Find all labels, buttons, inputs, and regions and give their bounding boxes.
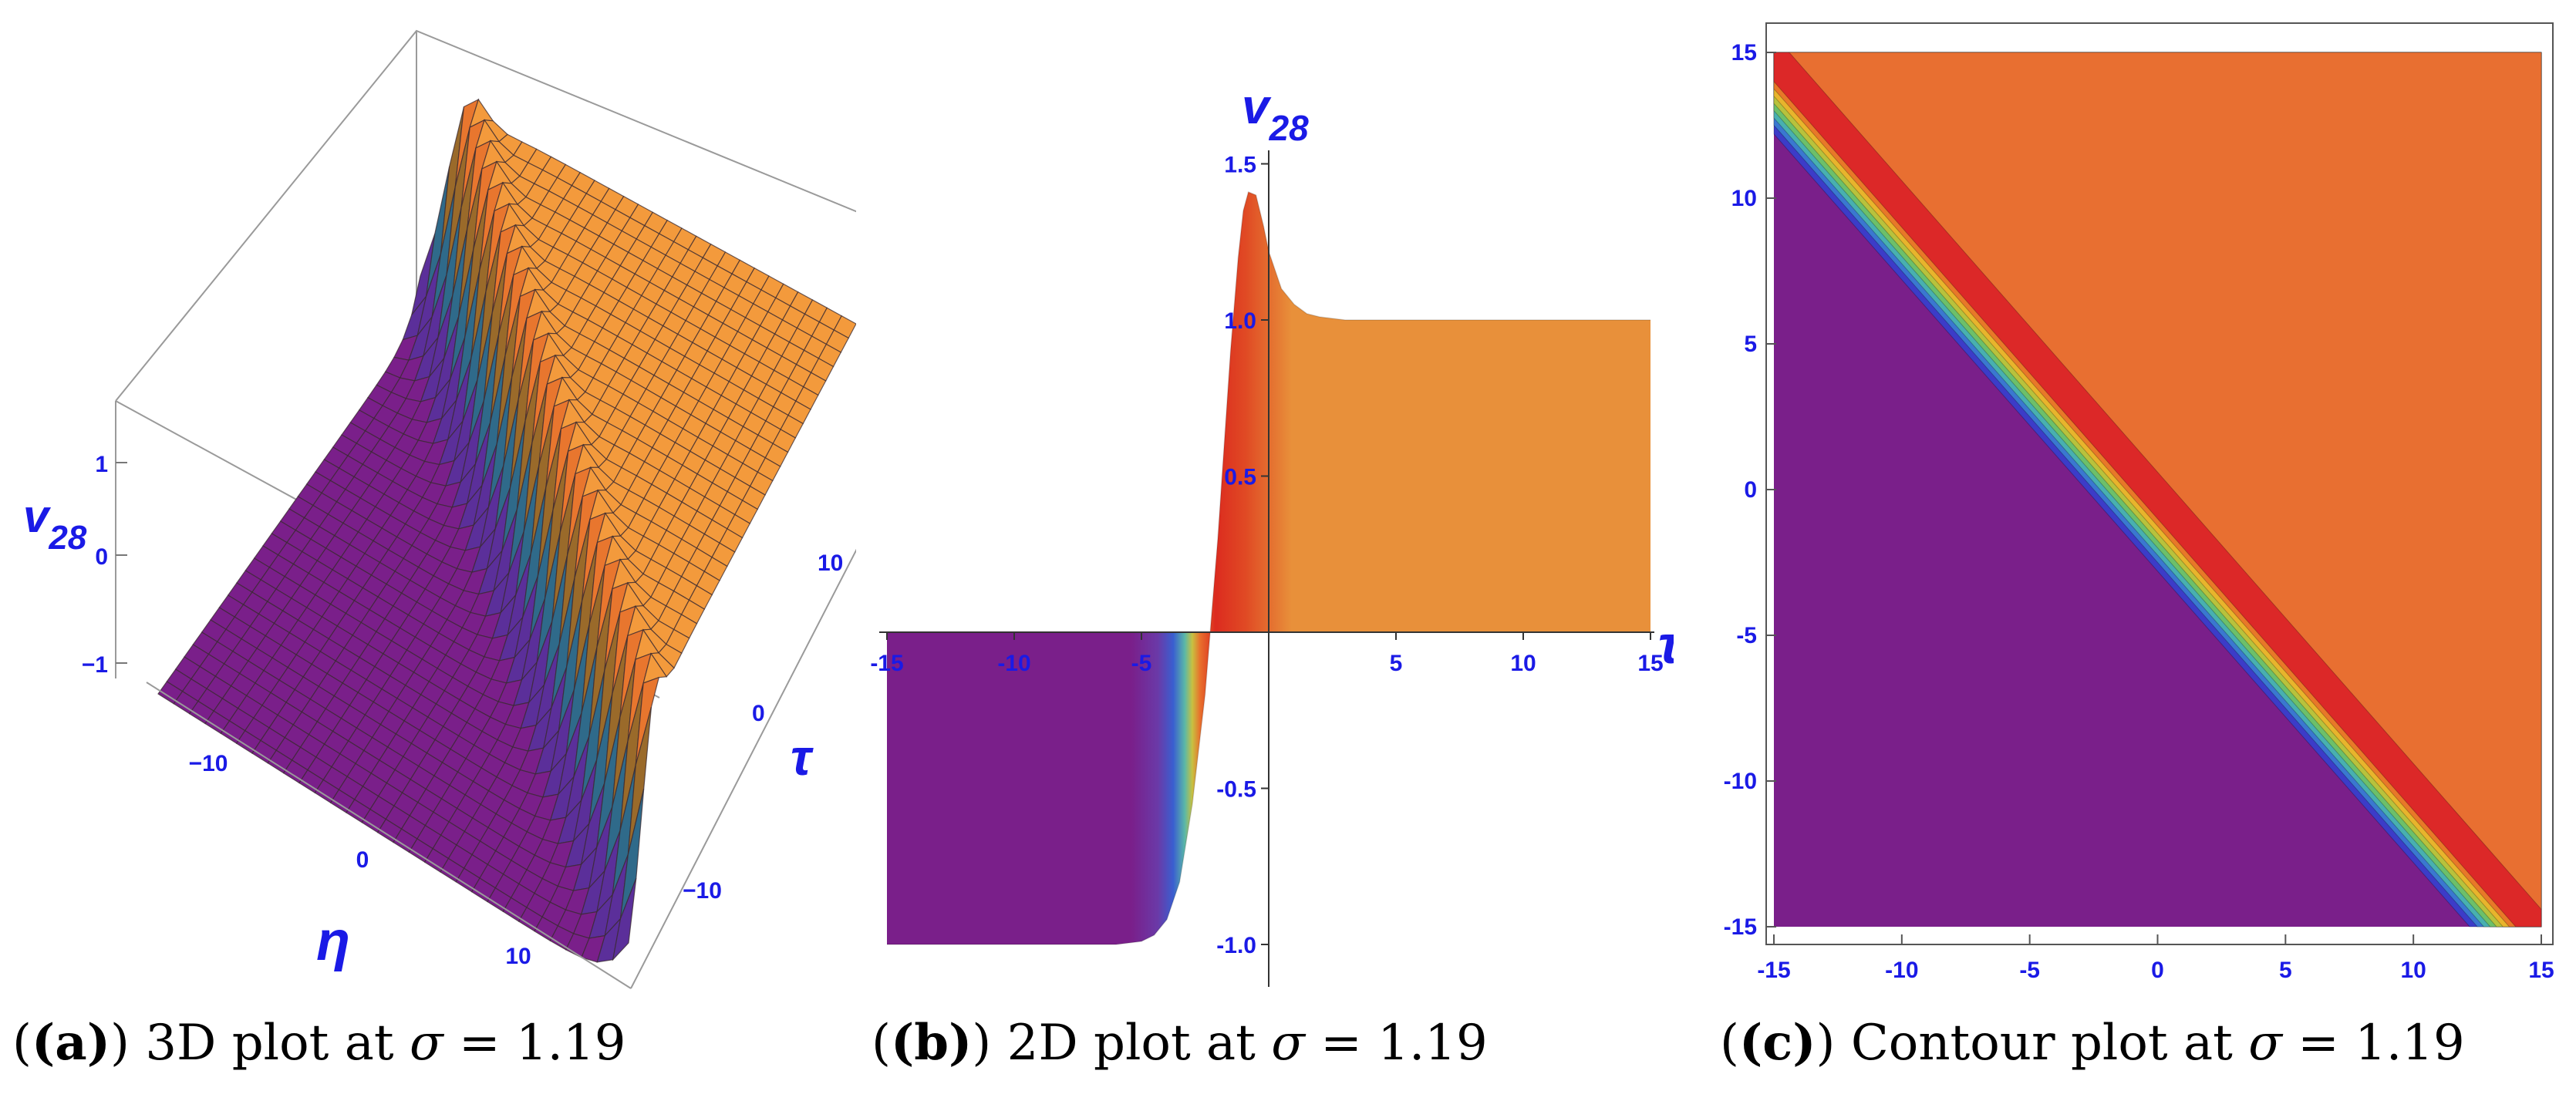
y-tick-label: 1.5 — [1224, 153, 1256, 178]
y-axis-label: τ — [791, 729, 814, 786]
caption-symbol: σ — [2248, 1015, 2282, 1072]
y-tick-label: -0.5 — [1216, 777, 1256, 803]
x-tick-label: 0 — [356, 847, 369, 873]
caption-value: = 1.19 — [1320, 1015, 1488, 1072]
caption-2d: ((b)) 2D plot at σ = 1.19 — [872, 1014, 1488, 1072]
z-tick-label: −1 — [82, 652, 108, 678]
x-tick-label: 10 — [2400, 958, 2426, 983]
panel-3d-plot: 1 0 −1 −10 0 10 10 0 −10 v28 η τ ((a)) 3D plot at σ… — [0, 0, 856, 1111]
x-tick-label: 15 — [1637, 651, 1663, 676]
caption-label: (a) — [31, 1014, 110, 1072]
caption-text: Contour plot at — [1850, 1015, 2233, 1072]
y-tick-label: 15 — [1731, 40, 1757, 66]
box-front-bottom-edge — [146, 682, 632, 989]
y-axis-label-subscript: 28 — [1269, 108, 1310, 148]
x-tick-label: 5 — [1390, 651, 1403, 676]
contour-plot: -15 -10 -5 0 5 10 15 -15 -10 -5 0 5 10 15 — [1724, 22, 2554, 983]
x-tick-label: 10 — [1510, 651, 1536, 676]
panel-contour-plot: -15 -10 -5 0 5 10 15 -15 -10 -5 0 5 10 15 ((c)) Conto… — [1674, 0, 2576, 1111]
caption-text: 3D plot at — [145, 1015, 394, 1072]
box-right-bottom-edge — [630, 548, 856, 989]
y-tick-label: -5 — [1736, 623, 1757, 648]
plot-frame — [1765, 22, 2554, 945]
x-axis-label: τ — [1658, 614, 1674, 675]
y-tick-label: -15 — [1724, 914, 1757, 940]
y-tick-label: 0 — [1744, 477, 1757, 503]
x-tick-label: 15 — [2528, 958, 2554, 983]
caption-label: (c) — [1738, 1014, 1816, 1072]
y-tick-label: 0 — [752, 701, 765, 726]
caption-symbol: σ — [1271, 1015, 1305, 1072]
caption-symbol: σ — [409, 1015, 443, 1072]
surface-cell — [612, 878, 637, 961]
y-tick-label: 0.5 — [1224, 465, 1256, 490]
x-tick-label: -15 — [870, 651, 903, 676]
x-axis-label: η — [316, 911, 350, 972]
x-tick-label: -5 — [2019, 958, 2040, 983]
z-axis-label: v28 — [23, 490, 87, 557]
y-tick-label: -1.0 — [1216, 933, 1256, 958]
y-tick-label: -10 — [1724, 769, 1757, 794]
caption-3d: ((a)) 3D plot at σ = 1.19 — [12, 1014, 626, 1072]
line-2d-plot: -15 -10 -5 5 10 15 -1.0 -0.5 0.5 1.0 1.5 τ v28 — [870, 79, 1674, 987]
x-tick-label: −10 — [189, 751, 228, 776]
z-axis-label-subscript: 28 — [48, 519, 86, 557]
y-tick-label: −10 — [683, 878, 722, 904]
x-tick-label: -15 — [1757, 958, 1790, 983]
caption-value: = 1.19 — [2298, 1015, 2465, 1072]
z-tick-label: 0 — [95, 544, 108, 570]
caption-text: 2D plot at — [1006, 1015, 1256, 1072]
x-tick-label: -10 — [997, 651, 1030, 676]
caption-value: = 1.19 — [458, 1015, 626, 1072]
x-tick-label: 5 — [2279, 958, 2292, 983]
contour-band-8 — [1788, 52, 2542, 911]
series-line — [887, 190, 1650, 945]
y-tick-label: 1.0 — [1224, 308, 1256, 334]
y-tick-label: 5 — [1744, 332, 1757, 357]
surface-mesh — [157, 98, 856, 963]
x-tick-label: 10 — [505, 944, 531, 969]
x-tick-label: -10 — [1885, 958, 1918, 983]
x-tick-label: -5 — [1131, 651, 1152, 676]
x-tick-label: 0 — [2151, 958, 2164, 983]
y-tick-label: 10 — [818, 550, 843, 576]
y-tick-label: 10 — [1731, 186, 1757, 211]
panel-2d-plot: -15 -10 -5 5 10 15 -1.0 -0.5 0.5 1.0 1.5 τ v28 ((b))… — [856, 0, 1674, 1111]
caption-contour: ((c)) Contour plot at σ = 1.19 — [1720, 1014, 2465, 1072]
z-tick-label: 1 — [95, 452, 108, 477]
y-axis-label: v28 — [1242, 79, 1309, 148]
caption-label: (b) — [890, 1014, 973, 1072]
